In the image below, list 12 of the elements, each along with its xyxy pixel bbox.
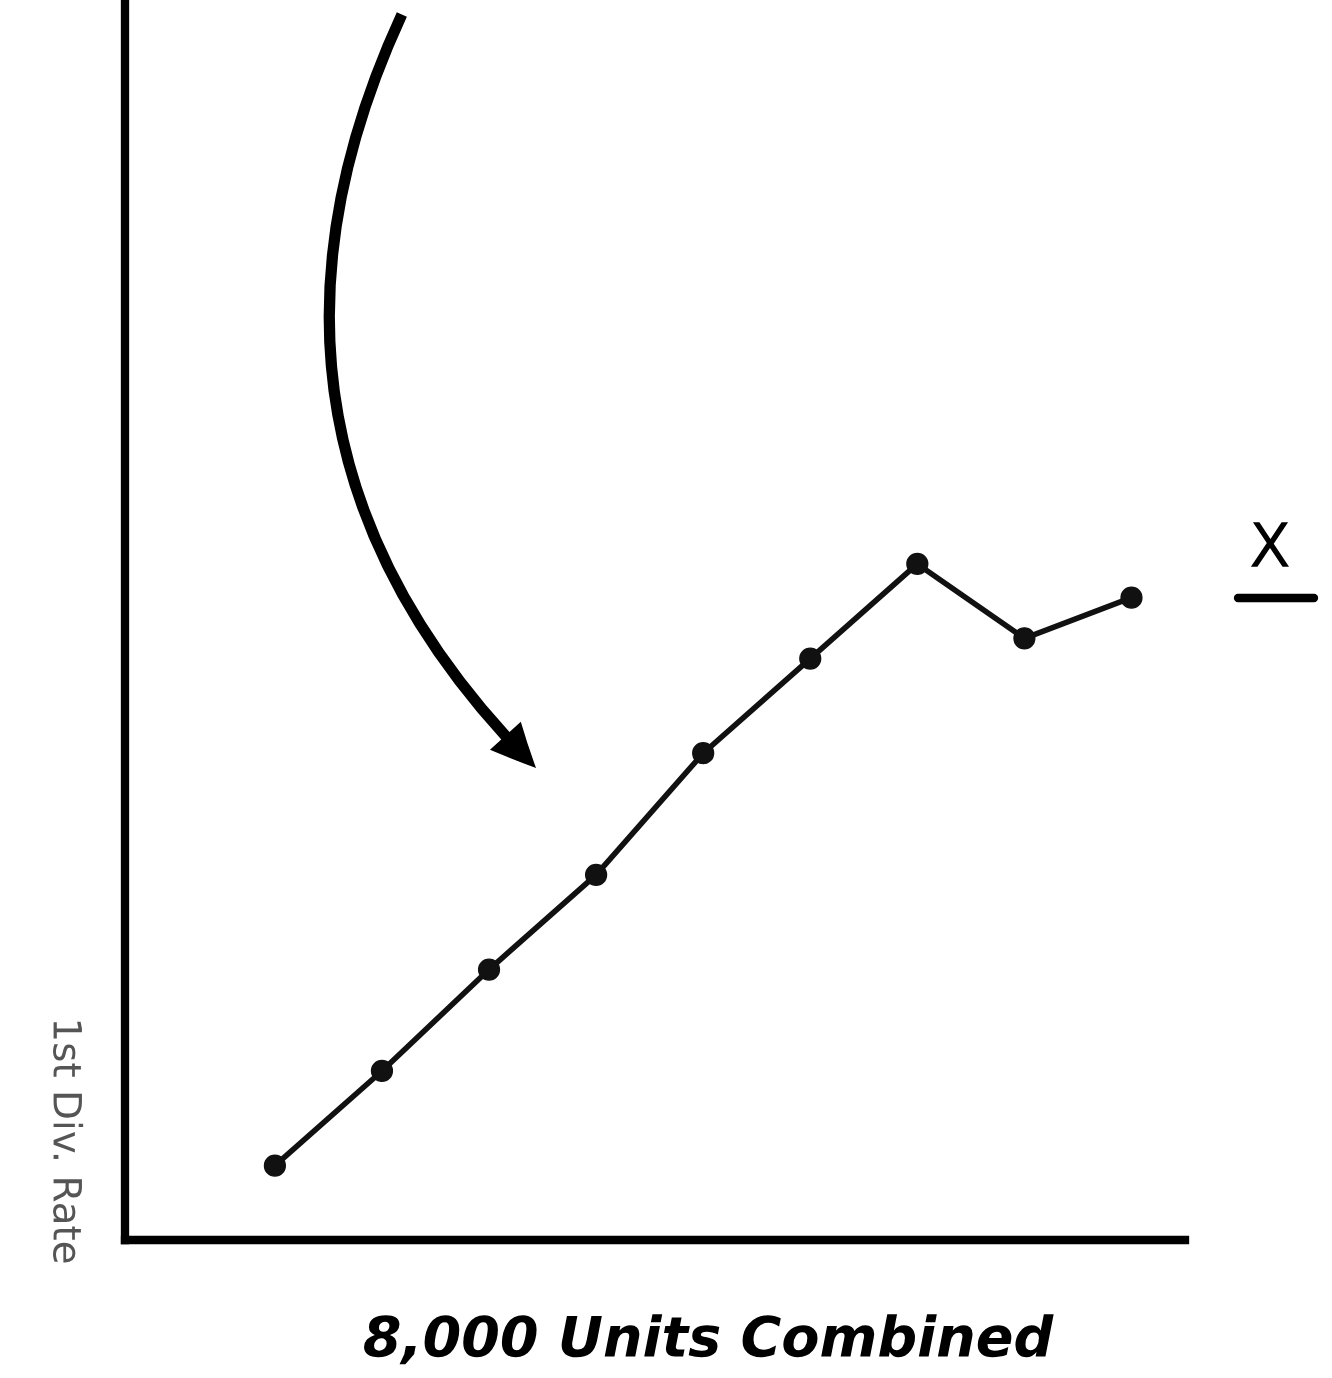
point (799, 647, 822, 670)
point (1013, 627, 1036, 650)
point (370, 1059, 394, 1083)
text: X (1250, 522, 1290, 567)
point (263, 1154, 287, 1177)
point (584, 863, 608, 887)
point (906, 552, 929, 576)
point (692, 742, 715, 765)
x-axis-title: 8,000 Units Combined (364, 1314, 1054, 1365)
point (477, 958, 501, 981)
point (1120, 586, 1143, 609)
y-axis-title: 1st Div. Rate (53, 1021, 84, 1263)
